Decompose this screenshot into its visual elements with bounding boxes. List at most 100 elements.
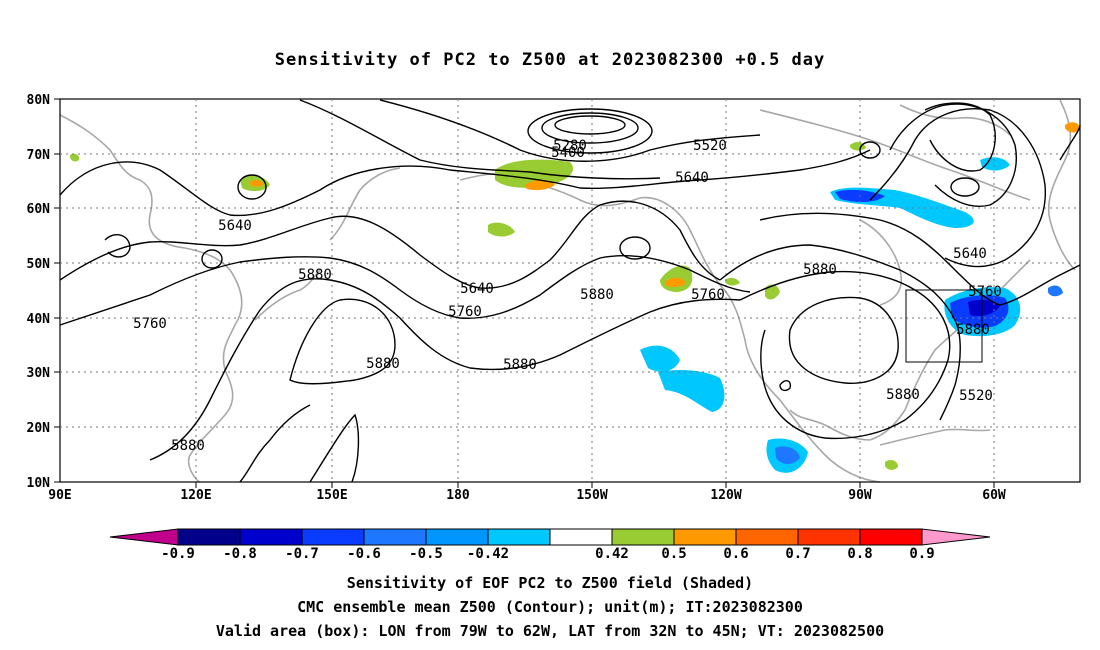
colorbar-swatch — [239, 528, 303, 546]
contour-label: 5640 — [218, 218, 252, 234]
grid-lines — [60, 99, 1080, 482]
contour-label: 5880 — [803, 262, 837, 278]
colorbar-swatch — [611, 528, 675, 546]
lat-tick-label: 70N — [27, 148, 51, 163]
coastlines — [59, 99, 1076, 483]
coastline-caribbean — [879, 428, 991, 446]
chart-title: Sensitivity of PC2 to Z500 at 2023082300… — [274, 50, 826, 70]
contour-5520-east — [869, 108, 1046, 268]
valid-area-box — [905, 289, 983, 363]
contour-closed-4 — [237, 174, 267, 200]
contour-closed-2 — [859, 141, 881, 159]
lon-tick-label: 150W — [576, 488, 607, 503]
lat-tick-label: 50N — [27, 257, 51, 272]
coastline-kamchatka — [329, 167, 401, 241]
positive-core-siberia — [250, 179, 264, 187]
contour-5880-trough — [309, 413, 360, 483]
contour-label: 5880 — [366, 356, 400, 372]
lon-tick-label: 60W — [982, 488, 1006, 503]
contour-label: 5760 — [968, 284, 1002, 300]
coastline-north-america-west — [719, 284, 881, 483]
positive-patch-small3 — [1065, 122, 1080, 133]
positive-patch-small1 — [488, 222, 515, 237]
lat-tick-labels: 80N 70N 60N 50N 40N 30N 20N 10N — [27, 93, 51, 491]
contour-5520-north — [379, 99, 761, 162]
colorbar-swatch — [177, 528, 241, 546]
contour-1080-edge — [1059, 124, 1081, 161]
z500-contours — [59, 99, 1081, 483]
contour-label: 5880 — [956, 322, 990, 338]
colorbar-label: -0.8 — [223, 546, 257, 562]
negative-patch-tropics1 — [640, 345, 680, 372]
contour-label: 5760 — [448, 304, 482, 320]
contour-5880-loop-pacific — [289, 298, 396, 385]
lat-tick-label: 20N — [27, 421, 51, 436]
lon-tick-labels: 90E 120E 150E 180 150W 120W 90W 60W — [48, 488, 1006, 503]
positive-patch-small7 — [885, 459, 898, 470]
contour-5880-america — [739, 270, 951, 440]
lat-tick-label: 80N — [27, 93, 51, 108]
negative-core-tropics3 — [775, 446, 800, 464]
positive-core-pacific — [665, 277, 686, 288]
colorbar-swatch — [425, 528, 489, 546]
colorbar-label: -0.42 — [467, 546, 509, 562]
contour-low-5400 — [527, 108, 653, 154]
contour-label: 5520 — [693, 138, 727, 154]
positive-patch-bering — [495, 159, 573, 188]
colorbar-swatch — [797, 528, 861, 546]
caption-line-1: Sensitivity of EOF PC2 to Z500 field (Sh… — [346, 574, 754, 592]
contour-5880-west — [149, 278, 741, 461]
lon-tick-label: 90W — [848, 488, 872, 503]
contour-label: 5880 — [171, 438, 205, 454]
colorbar-arrow-left — [109, 528, 179, 546]
colorbar-label: 0.5 — [661, 546, 686, 562]
contour-closed-1 — [950, 177, 980, 197]
contour-label: 5760 — [133, 316, 167, 332]
contour-label: 5640 — [460, 281, 494, 297]
contour-label: 5400 — [551, 145, 585, 161]
colorbar-label: 0.7 — [785, 546, 810, 562]
colorbar: -0.9 -0.8 -0.7 -0.6 -0.5 -0.42 0.42 0.5 0.6 0.7 0.… — [109, 528, 991, 562]
lat-tick-label: 60N — [27, 202, 51, 217]
colorbar-swatch — [673, 528, 737, 546]
contour-5400-east — [889, 103, 1017, 207]
negative-patch-tropics2 — [658, 370, 725, 412]
contour-low-5280-2 — [541, 112, 639, 144]
colorbar-label: -0.5 — [409, 546, 443, 562]
contour-closed-5 — [201, 249, 223, 269]
colorbar-label: -0.9 — [161, 546, 195, 562]
lon-tick-label: 90E — [48, 488, 71, 503]
coastline-gulf — [789, 409, 871, 441]
colorbar-label: 0.9 — [909, 546, 934, 562]
contour-label: 5880 — [503, 357, 537, 373]
colorbar-label: -0.6 — [347, 546, 381, 562]
colorbar-swatch — [487, 528, 551, 546]
positive-patch-small4 — [70, 153, 80, 162]
colorbar-arrow-right — [921, 528, 991, 546]
contour-5280-east — [924, 102, 996, 172]
contour-low-5280-1 — [554, 115, 626, 135]
contour-label: 5640 — [675, 170, 709, 186]
contour-5760-west — [59, 254, 751, 326]
colorbar-label: 0.6 — [723, 546, 748, 562]
contour-5880-wave — [779, 380, 792, 392]
contour-5640-east — [759, 212, 1081, 306]
lat-tick-marks — [54, 98, 60, 483]
positive-patch-small2 — [765, 284, 780, 300]
contour-label: 5520 — [959, 388, 993, 404]
colorbar-label: 0.42 — [595, 546, 629, 562]
contour-5760-hook — [104, 234, 131, 258]
negative-patch-small2 — [1048, 285, 1063, 297]
contour-5880-ring — [788, 296, 899, 384]
contour-5640-north — [299, 99, 661, 180]
sensitivity-shading — [70, 122, 1080, 473]
colorbar-swatch — [735, 528, 799, 546]
lon-tick-marks — [195, 482, 995, 488]
contour-label: 5280 — [553, 138, 587, 154]
contour-5640-mid — [59, 200, 721, 289]
coastline-arctic-islands — [899, 104, 1011, 136]
contour-label: 5880 — [298, 267, 332, 283]
lon-tick-label: 180 — [446, 488, 470, 503]
caption-line-2: CMC ensemble mean Z500 (Contour); unit(m… — [297, 598, 803, 616]
